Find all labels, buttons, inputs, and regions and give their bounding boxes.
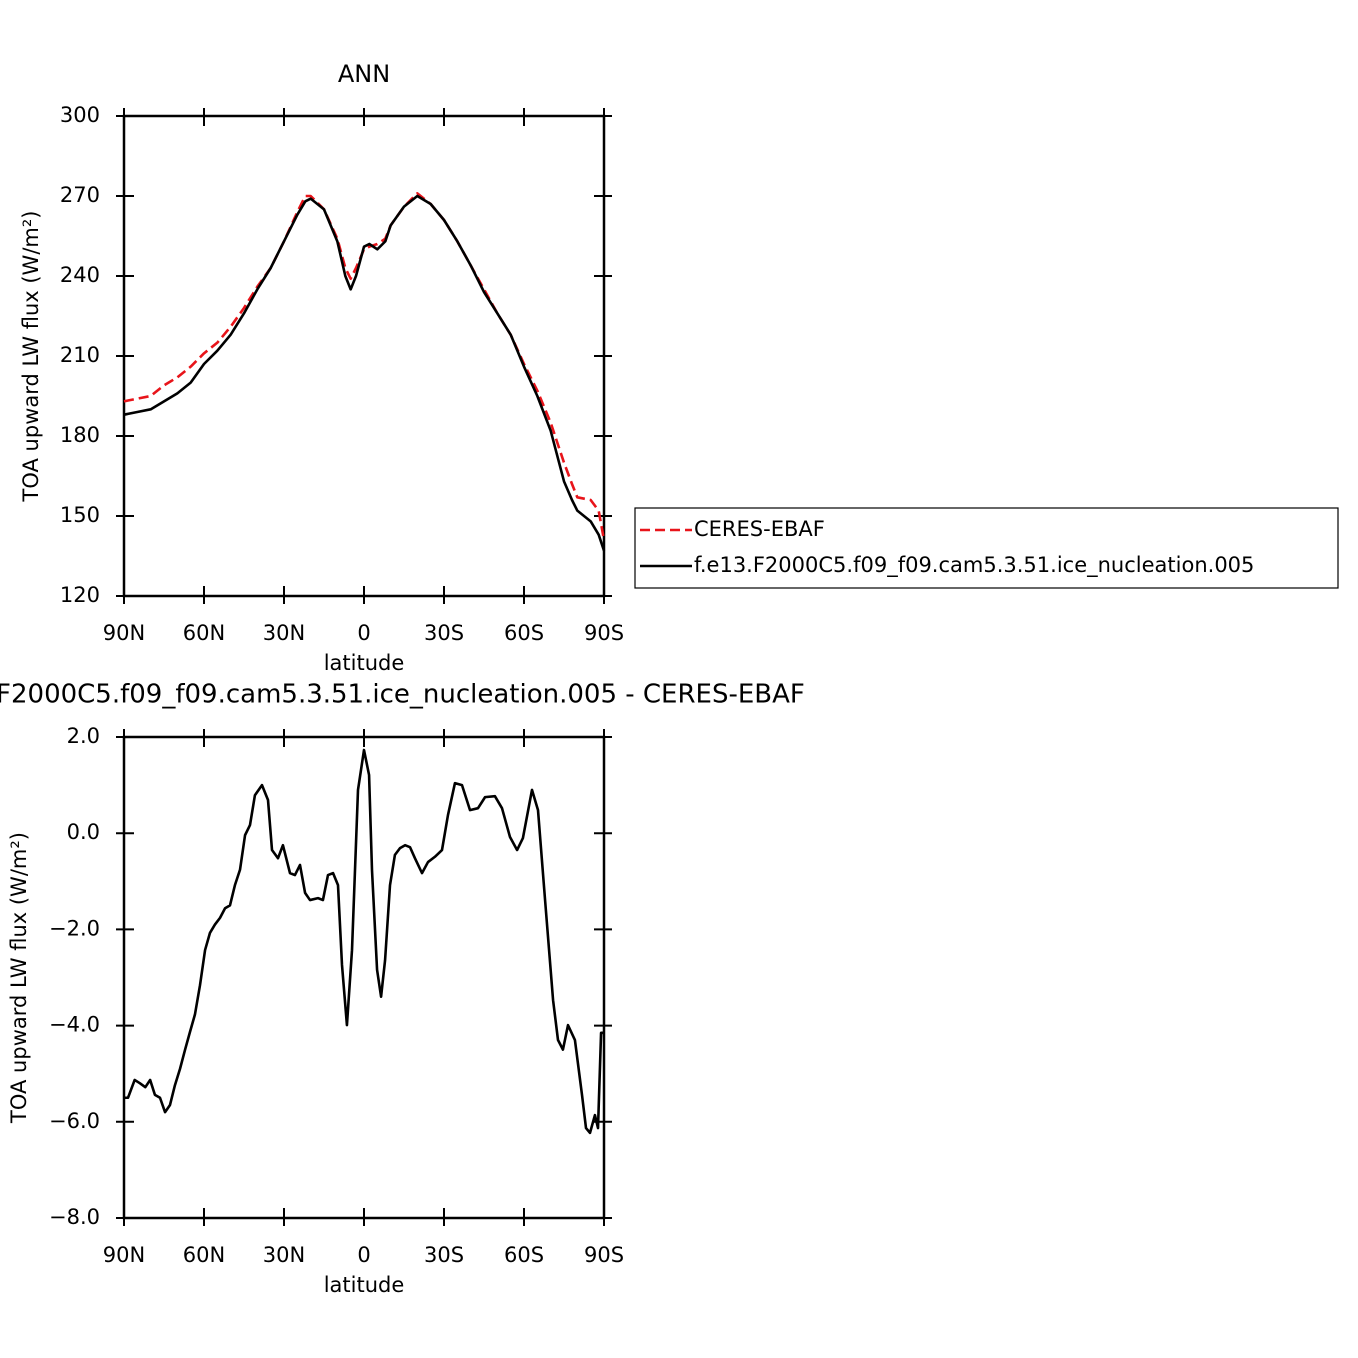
chart-title: f.e13.F2000C5.f09_f09.cam5.3.51.ice_nucl… (0, 680, 805, 710)
x-tick-label: 60N (183, 621, 225, 645)
x-axis-label: latitude (324, 1273, 405, 1297)
series-line (123, 194, 606, 552)
x-tick-label: 60S (504, 621, 544, 645)
x-tick-label: 30N (263, 621, 305, 645)
series-line (123, 192, 606, 541)
series-line (124, 748, 604, 1135)
x-tick-label: 90S (584, 621, 624, 645)
y-tick-label: 210 (60, 343, 100, 367)
y-tick-label: 300 (60, 103, 100, 127)
y-axis-label: TOA upward LW flux (W/m²) (19, 211, 43, 503)
y-tick-label: −6.0 (49, 1109, 100, 1133)
x-tick-label: 0 (357, 1243, 370, 1267)
y-axis-label: TOA upward LW flux (W/m²) (7, 832, 31, 1124)
x-axis-label: latitude (324, 651, 405, 675)
legend-label: f.e13.F2000C5.f09_f09.cam5.3.51.ice_nucl… (694, 553, 1254, 578)
y-tick-label: 150 (60, 503, 100, 527)
x-tick-label: 30S (424, 1243, 464, 1267)
x-tick-label: 60S (504, 1243, 544, 1267)
legend-label: CERES-EBAF (694, 517, 825, 541)
x-tick-label: 0 (357, 621, 370, 645)
y-tick-label: 180 (60, 423, 100, 447)
chart-title: ANN (338, 60, 390, 88)
x-tick-label: 30N (263, 1243, 305, 1267)
x-tick-label: 90N (103, 621, 145, 645)
x-tick-label: 90N (103, 1243, 145, 1267)
x-tick-label: 90S (584, 1243, 624, 1267)
legend-box (634, 507, 1339, 589)
y-tick-label: 0.0 (67, 820, 100, 844)
y-tick-label: −2.0 (49, 916, 100, 940)
y-tick-label: 120 (60, 583, 100, 607)
y-tick-label: 270 (60, 183, 100, 207)
y-tick-label: −4.0 (49, 1013, 100, 1037)
x-tick-label: 60N (183, 1243, 225, 1267)
y-tick-label: 240 (60, 263, 100, 287)
x-tick-label: 30S (424, 621, 464, 645)
y-tick-label: 2.0 (67, 724, 100, 748)
y-tick-label: −8.0 (49, 1205, 100, 1229)
